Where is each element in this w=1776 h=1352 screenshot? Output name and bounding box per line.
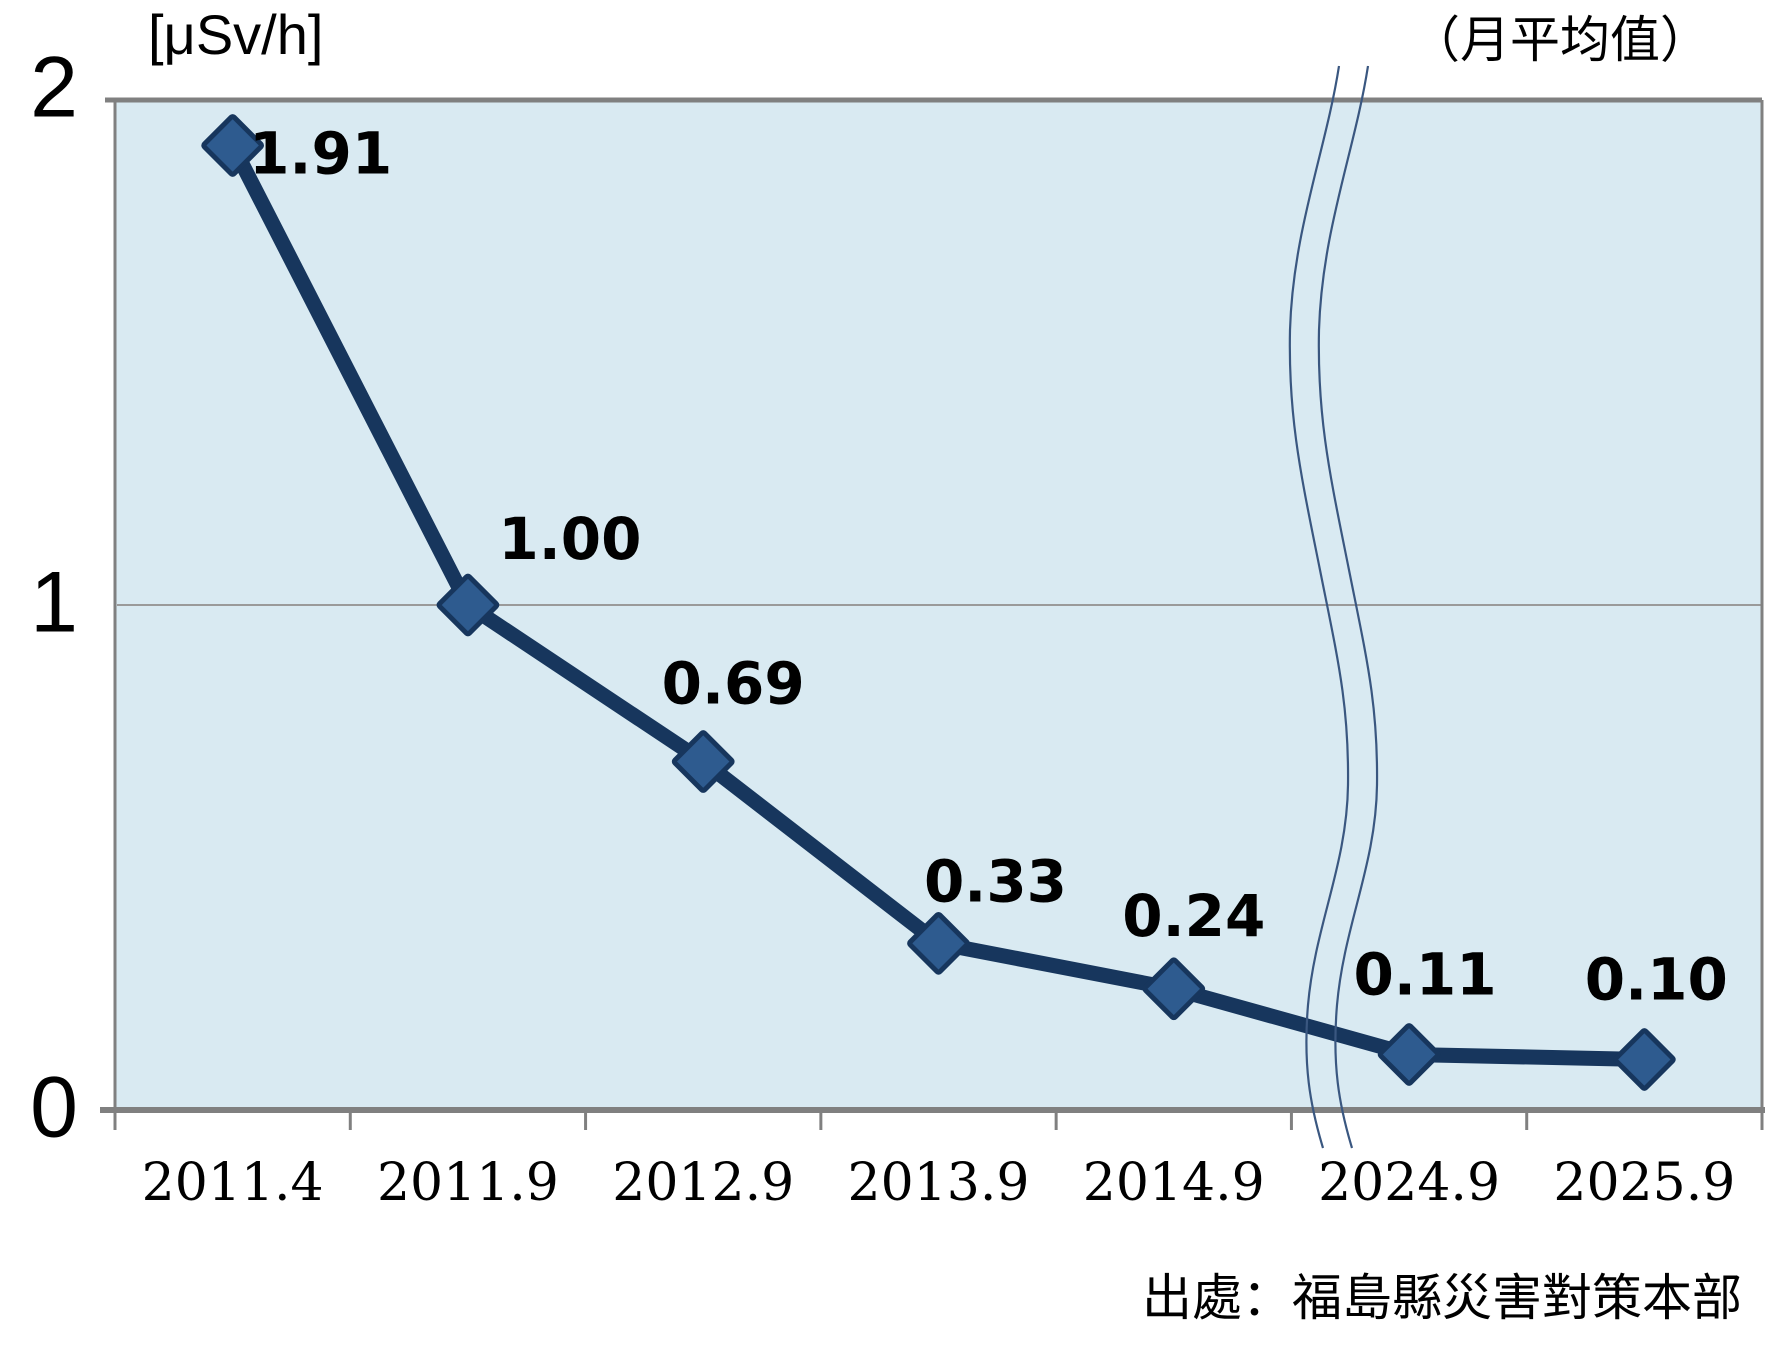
x-tick-label: 2013.9 [848,1153,1030,1213]
x-tick-label: 2011.4 [142,1153,324,1213]
data-point-marker [1377,1023,1441,1086]
data-label: 1.91 [249,119,392,187]
data-point-marker [436,573,500,637]
data-label: 1.00 [498,505,641,573]
x-tick-label: 2014.9 [1083,1153,1265,1213]
axis-break-line [1288,65,1350,1149]
chart-subtitle-monthly-average: （月平均值） [1410,11,1710,69]
x-tick-label: 2025.9 [1553,1153,1735,1213]
axis-break-line [1317,65,1379,1149]
data-label: 0.69 [662,650,805,718]
y-tick-label: 0 [30,1060,78,1156]
y-axis-unit-label: [μSv/h] [148,3,324,66]
data-point-marker [201,114,265,177]
data-label: 0.10 [1585,946,1728,1014]
data-label: 0.33 [924,847,1067,915]
data-label: 0.11 [1354,940,1497,1008]
data-point-marker [907,911,970,975]
x-tick-label: 2012.9 [612,1153,794,1213]
source-caption: 出處：福島縣災害對策本部 [1142,1269,1742,1327]
y-tick-label: 1 [30,555,78,651]
data-point-marker [1612,1028,1676,1091]
x-tick-label: 2024.9 [1318,1153,1500,1213]
data-label: 0.24 [1122,882,1265,950]
y-tick-label: 2 [30,40,78,136]
data-point-marker [1142,957,1206,1021]
x-tick-label: 2011.9 [377,1153,559,1213]
data-point-marker [671,730,735,793]
